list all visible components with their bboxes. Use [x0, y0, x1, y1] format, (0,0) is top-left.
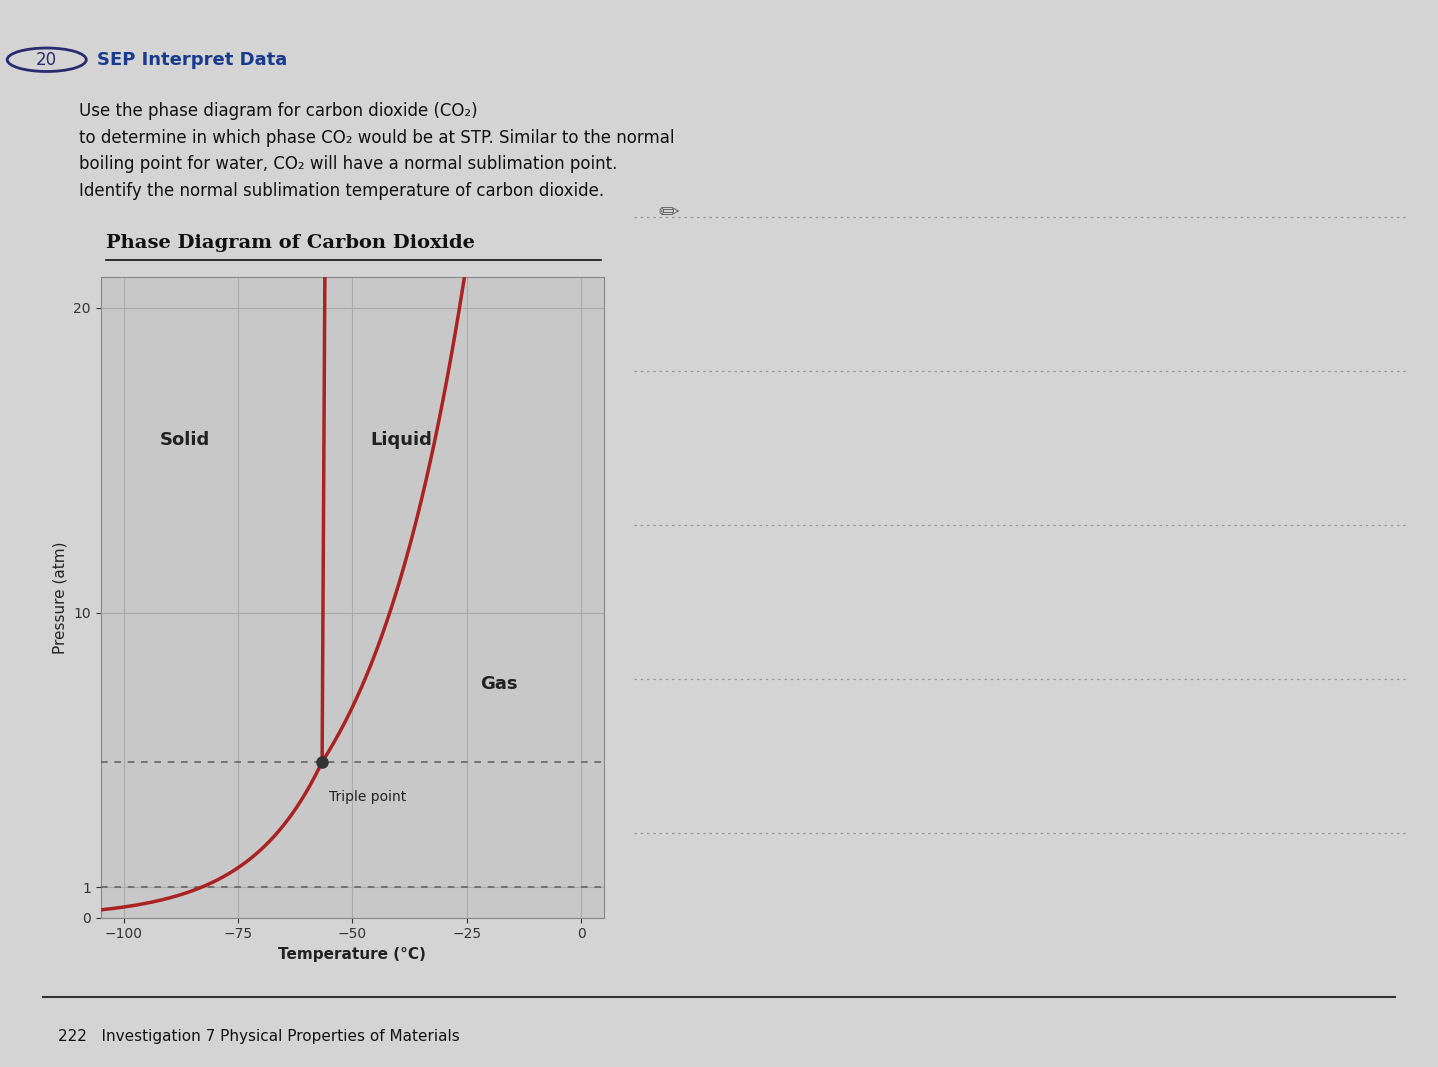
Text: Triple point: Triple point [329, 791, 406, 805]
Text: Use the phase diagram for carbon dioxide (CO₂)
to determine in which phase CO₂ w: Use the phase diagram for carbon dioxide… [79, 102, 674, 200]
Text: Solid: Solid [160, 431, 210, 449]
Text: 222   Investigation 7 Physical Properties of Materials: 222 Investigation 7 Physical Properties … [58, 1029, 459, 1045]
Text: Phase Diagram of Carbon Dioxide: Phase Diagram of Carbon Dioxide [106, 234, 475, 252]
Text: Liquid: Liquid [371, 431, 433, 449]
Y-axis label: Pressure (atm): Pressure (atm) [53, 541, 68, 654]
Text: SEP Interpret Data: SEP Interpret Data [96, 51, 288, 68]
Text: ✏: ✏ [657, 202, 679, 225]
Text: Gas: Gas [480, 675, 518, 692]
X-axis label: Temperature (°C): Temperature (°C) [279, 946, 426, 961]
Text: 20: 20 [36, 51, 58, 68]
